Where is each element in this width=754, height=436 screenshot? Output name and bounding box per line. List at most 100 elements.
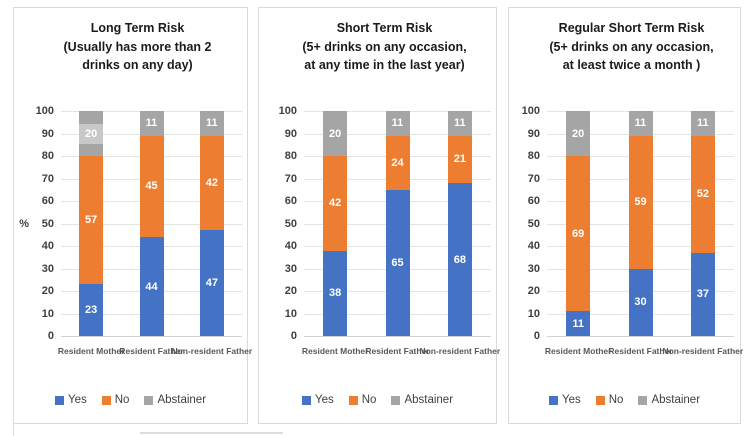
bar-segment-no <box>199 135 224 231</box>
x-axis-category-label: Non-resident Father <box>662 346 744 356</box>
data-label-no: 52 <box>696 188 709 201</box>
y-tick-label-20: 20 <box>527 285 540 297</box>
y-tick-label-20: 20 <box>41 285 54 297</box>
y-tick-label-90: 90 <box>527 127 540 140</box>
bar-segment-no <box>447 135 472 183</box>
y-tick-label-70: 70 <box>527 172 540 185</box>
data-label-abstainer: 11 <box>145 117 158 130</box>
chart-subtitle-line-1: (Usually has more than 2 <box>63 39 212 54</box>
y-tick-label-0: 0 <box>47 330 54 342</box>
data-label-abstainer: 20 <box>329 127 342 140</box>
data-label-abstainer: 11 <box>454 117 466 130</box>
legend-marker-no-icon <box>348 395 358 405</box>
chart-plot-area: 100 90 80 70 60 50 40 30 20 10 0 11 69 20 Resident Mot… <box>522 105 744 356</box>
y-tick-label-50: 50 <box>41 217 54 230</box>
gridline-0 <box>304 336 491 337</box>
bar-segment-yes <box>385 189 410 336</box>
y-tick-label-100: 100 <box>521 105 540 117</box>
legend-label: No <box>608 394 624 406</box>
legend-marker-no-icon <box>595 395 605 405</box>
bar-segment-abstainer <box>690 111 715 136</box>
legend-item-no: No <box>101 394 130 406</box>
y-tick-label-0: 0 <box>290 330 297 342</box>
bar-segment-abstainer <box>139 111 164 136</box>
legend-marker-abstainer-icon <box>391 395 401 405</box>
y-tick-label-60: 60 <box>41 195 54 207</box>
page-edge-line <box>13 424 14 436</box>
y-axis-label: % <box>19 217 29 230</box>
bar-segment-no <box>79 156 104 285</box>
chart-title: Short Term Risk <box>336 21 433 35</box>
bar-segment-abstainer <box>447 111 472 136</box>
data-label-no: 45 <box>145 180 158 193</box>
x-axis-category-label: Resident Father <box>365 346 430 356</box>
bar-segment-abstainer <box>199 111 224 136</box>
y-tick-label-80: 80 <box>284 150 297 162</box>
legend-item-no: No <box>348 394 377 406</box>
legend-item-abstainer: Abstainer <box>391 394 453 406</box>
data-label-yes: 47 <box>205 277 218 290</box>
y-tick-label-10: 10 <box>284 307 297 320</box>
chart-subtitle-line-2: at any time in the last year) <box>304 58 465 72</box>
y-tick-label-60: 60 <box>284 195 297 207</box>
chart-subtitle-line-2: drinks on any day) <box>82 58 193 72</box>
legend-item-abstainer: Abstainer <box>144 394 206 406</box>
data-label-yes: 30 <box>634 296 647 309</box>
data-label-yes: 37 <box>696 288 709 301</box>
y-tick-label-100: 100 <box>35 105 54 117</box>
x-axis-category-label: Resident Mother <box>301 346 369 356</box>
data-label-no: 21 <box>453 153 466 166</box>
bar-segment-no <box>323 156 348 251</box>
chart-legend: Yes No Abstainer <box>259 394 496 406</box>
gridline-0 <box>61 336 242 337</box>
legend-marker-yes-icon <box>548 395 558 405</box>
bar-segment-abstainer <box>323 111 348 156</box>
data-label-yes: 23 <box>85 304 98 317</box>
data-label-abstainer: 11 <box>697 117 709 130</box>
y-tick-label-50: 50 <box>527 217 540 230</box>
x-axis-category-label: Resident Father <box>608 346 673 356</box>
bar-segment-no <box>385 135 410 190</box>
chart-subtitle-line-1: (5+ drinks on any occasion, <box>549 39 714 54</box>
y-tick-label-20: 20 <box>284 285 297 297</box>
bar-segment-abstainer <box>566 111 591 156</box>
legend-item-yes: Yes <box>54 394 87 406</box>
bar-segment-yes <box>447 183 472 336</box>
legend-label: No <box>361 394 377 406</box>
legend-marker-yes-icon <box>54 395 64 405</box>
legend-label: Abstainer <box>157 394 207 406</box>
y-tick-label-60: 60 <box>527 195 540 207</box>
y-tick-label-40: 40 <box>41 240 54 252</box>
chart-legend: Yes No Abstainer <box>509 394 740 406</box>
bar-segment-yes <box>199 230 224 336</box>
chart-panel-short-term-risk: Short Term Risk (5+ drinks on any occasi… <box>258 7 501 424</box>
data-label-no: 69 <box>572 227 585 240</box>
y-tick-label-80: 80 <box>527 150 540 162</box>
y-tick-label-80: 80 <box>41 150 54 162</box>
y-tick-label-30: 30 <box>284 262 297 275</box>
legend-label: No <box>114 394 130 406</box>
legend-marker-no-icon <box>101 395 111 405</box>
x-axis-category-label: Resident Mother <box>57 346 125 356</box>
legend-label: Yes <box>561 394 581 406</box>
data-label-yes: 65 <box>391 256 404 269</box>
legend-item-yes: Yes <box>301 394 334 406</box>
y-tick-label-10: 10 <box>41 307 54 320</box>
chart-plot-area: 100 90 80 70 60 50 40 30 20 10 0 38 42 20 Resident Mot… <box>279 105 501 356</box>
bar-segment-yes <box>628 268 653 336</box>
data-label-abstainer: 11 <box>391 117 404 130</box>
data-label-no: 24 <box>391 156 404 169</box>
chart-title: Long Term Risk <box>90 21 185 35</box>
data-label-no: 42 <box>205 177 218 189</box>
y-tick-label-40: 40 <box>284 240 297 252</box>
chart-title-block: Long Term Risk (Usually has more than 2 … <box>30 19 245 75</box>
y-tick-label-90: 90 <box>41 127 54 140</box>
page-divider-line <box>140 432 283 434</box>
legend-marker-abstainer-icon <box>638 395 648 405</box>
bar-segment-yes <box>690 252 715 336</box>
data-label-yes: 44 <box>145 280 158 293</box>
data-label-yes: 11 <box>572 317 584 330</box>
legend-marker-abstainer-icon <box>144 395 154 405</box>
chart-title: Regular Short Term Risk <box>558 21 705 35</box>
